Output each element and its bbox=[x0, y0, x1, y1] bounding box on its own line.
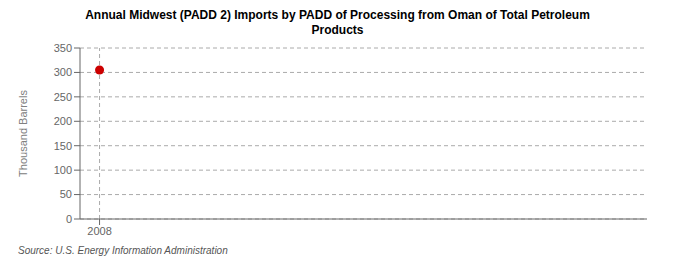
svg-text:250: 250 bbox=[54, 91, 72, 103]
svg-text:300: 300 bbox=[54, 66, 72, 78]
html-text:Source: U.S. Energy Informatio: Source: U.S. Energy Information Administ… bbox=[18, 245, 228, 256]
svg-text:Thousand Barrels: Thousand Barrels bbox=[17, 90, 29, 177]
svg-text:2008: 2008 bbox=[87, 225, 111, 237]
svg-text:150: 150 bbox=[54, 140, 72, 152]
svg-text:100: 100 bbox=[54, 164, 72, 176]
svg-text:50: 50 bbox=[60, 188, 72, 200]
svg-text:350: 350 bbox=[54, 42, 72, 54]
svg-text:0: 0 bbox=[66, 213, 72, 225]
svg-text:200: 200 bbox=[54, 115, 72, 127]
html-text:Annual Midwest (PADD 2) Import: Annual Midwest (PADD 2) Imports by PADD … bbox=[85, 8, 590, 22]
html-text:Products: Products bbox=[311, 23, 364, 37]
